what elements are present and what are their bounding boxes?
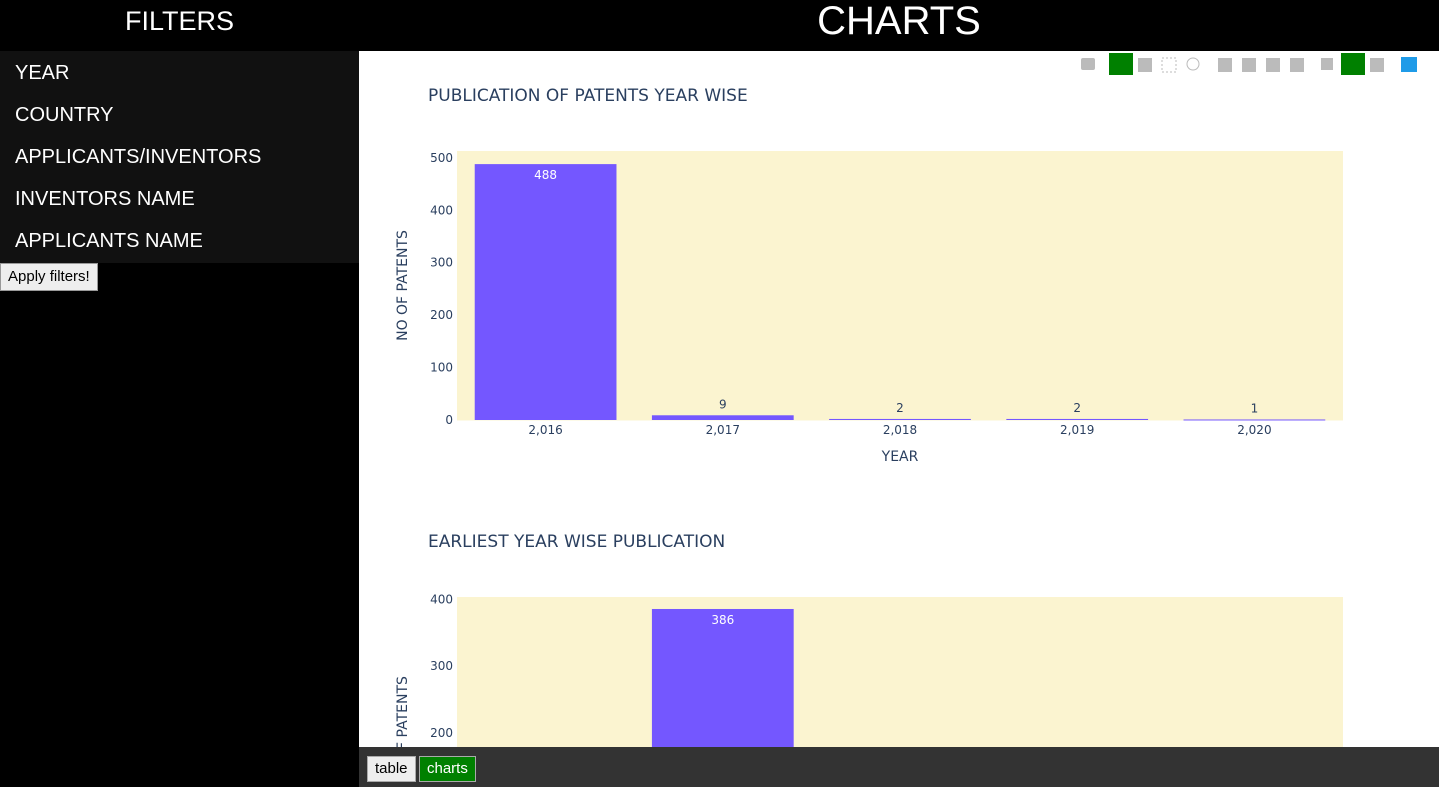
y-axis-label: NO OF PATENTS [395, 230, 411, 341]
zoom-icon[interactable] [1109, 53, 1133, 75]
x-axis-label: YEAR [881, 449, 919, 465]
filter-item[interactable]: INVENTORS NAME [15, 188, 195, 210]
bar [829, 418, 971, 420]
spike-icon[interactable] [1321, 58, 1333, 70]
x-tick-label: 2,020 [1237, 423, 1271, 437]
data-label: 9 [719, 397, 727, 411]
hover-compare-icon[interactable] [1370, 58, 1384, 72]
reset-icon[interactable] [1290, 58, 1304, 72]
pan-icon[interactable] [1138, 58, 1152, 72]
zoom-out-icon[interactable] [1242, 58, 1256, 72]
charts: PUBLICATION OF PATENTS YEAR WISE 0 100 200 3… [395, 53, 1417, 747]
filter-item[interactable]: COUNTRY [15, 104, 114, 126]
y-tick-label: 300 [430, 256, 453, 270]
y-axis-label: NO OF PATENTS [395, 676, 411, 747]
y-tick-label: 200 [430, 308, 453, 322]
x-tick-label: 2,017 [706, 423, 740, 437]
tab[interactable]: charts [419, 756, 476, 782]
chart-title: PUBLICATION OF PATENTS YEAR WISE [428, 86, 748, 106]
camera-icon[interactable] [1081, 58, 1095, 70]
zoom-in-icon[interactable] [1218, 58, 1232, 72]
plot-area [457, 597, 1343, 747]
filter-item[interactable]: APPLICANTS/INVENTORS [15, 146, 262, 168]
filters-title: FILTERS [124, 6, 234, 36]
bar [1183, 419, 1326, 421]
tab[interactable]: table [367, 756, 416, 782]
y-tick-label: 200 [430, 726, 453, 740]
x-tick-label: 2,016 [528, 423, 562, 437]
select-icon[interactable] [1161, 57, 1177, 73]
data-label: 1 [1251, 401, 1259, 415]
chart-title: EARLIEST YEAR WISE PUBLICATION [428, 532, 725, 552]
plotly-logo[interactable] [1401, 57, 1417, 72]
modebar [1081, 53, 1417, 75]
lasso-icon[interactable] [1186, 57, 1200, 71]
hover-closest-icon[interactable] [1341, 53, 1365, 75]
tab-bar: table charts [359, 747, 1439, 787]
filter-list: YEAR COUNTRY APPLICANTS/INVENTORS INVENT… [0, 51, 359, 263]
y-tick-label: 500 [430, 151, 453, 165]
bar [474, 164, 617, 420]
x-tick-label: 2,019 [1060, 423, 1094, 437]
bar [651, 415, 794, 420]
bar [651, 608, 794, 747]
charts-panel: PUBLICATION OF PATENTS YEAR WISE 0 100 200 3… [359, 51, 1439, 747]
y-tick-label: 100 [430, 361, 453, 375]
filter-item[interactable]: APPLICANTS NAME [15, 230, 203, 252]
y-tick-label: 400 [430, 203, 453, 217]
data-label: 2 [896, 401, 904, 415]
data-label: 386 [711, 613, 734, 627]
charts-title: CHARTS [817, 0, 981, 43]
y-tick-label: 0 [445, 413, 453, 427]
data-label: 2 [1073, 401, 1081, 415]
y-tick-label: 400 [430, 593, 453, 607]
x-tick-label: 2,018 [883, 423, 917, 437]
autoscale-icon[interactable] [1266, 58, 1280, 72]
y-tick-label: 300 [430, 659, 453, 673]
filter-item[interactable]: YEAR [15, 62, 70, 84]
apply-button[interactable]: Apply filters! [0, 263, 98, 291]
data-label: 488 [534, 168, 557, 182]
bar [1006, 418, 1149, 420]
